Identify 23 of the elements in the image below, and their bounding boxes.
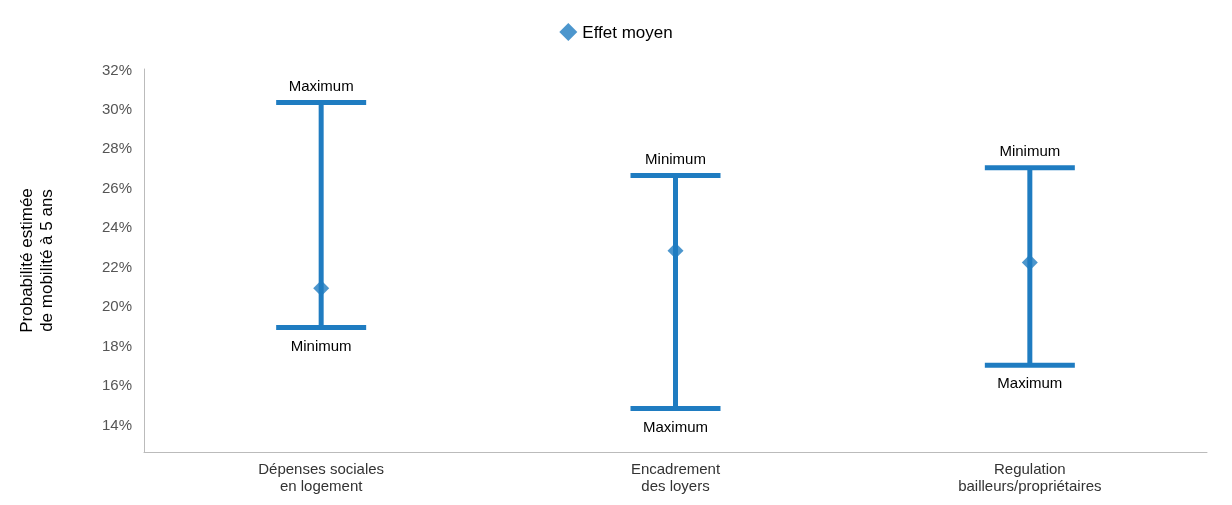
point	[1021, 254, 1038, 271]
annotation: Minimum	[290, 336, 352, 354]
y-tick-label: 30%	[101, 99, 132, 117]
x-tick-label: Regulation bailleurs/propriétaires	[958, 460, 1102, 494]
y-tick-label: 26%	[101, 178, 132, 196]
x-tick-label: Encadrement des loyers	[630, 460, 721, 494]
x-tick-label: Dépenses sociales en logement	[258, 460, 385, 494]
y-tick-label: 20%	[101, 297, 132, 315]
annotation: Minimum	[999, 141, 1061, 159]
y-tick-label: 24%	[101, 218, 132, 236]
annotation: Minimum	[645, 149, 706, 167]
annotation: Maximum	[642, 417, 709, 435]
annotation: Maximum	[288, 76, 354, 94]
legend-label: Effet moyen	[582, 22, 673, 42]
annotation: Maximum	[997, 374, 1063, 392]
y-tick-label: 28%	[101, 139, 132, 157]
y-tick-label: 14%	[101, 415, 132, 433]
y-tick-label: 16%	[101, 376, 132, 394]
y-tick-label: 32%	[101, 60, 132, 78]
y-tick-label: 22%	[101, 257, 132, 275]
point	[313, 280, 330, 297]
y-axis-title: Probabilité estimée de mobilité à 5 ans	[16, 188, 56, 333]
y-tick-label: 18%	[101, 336, 132, 354]
